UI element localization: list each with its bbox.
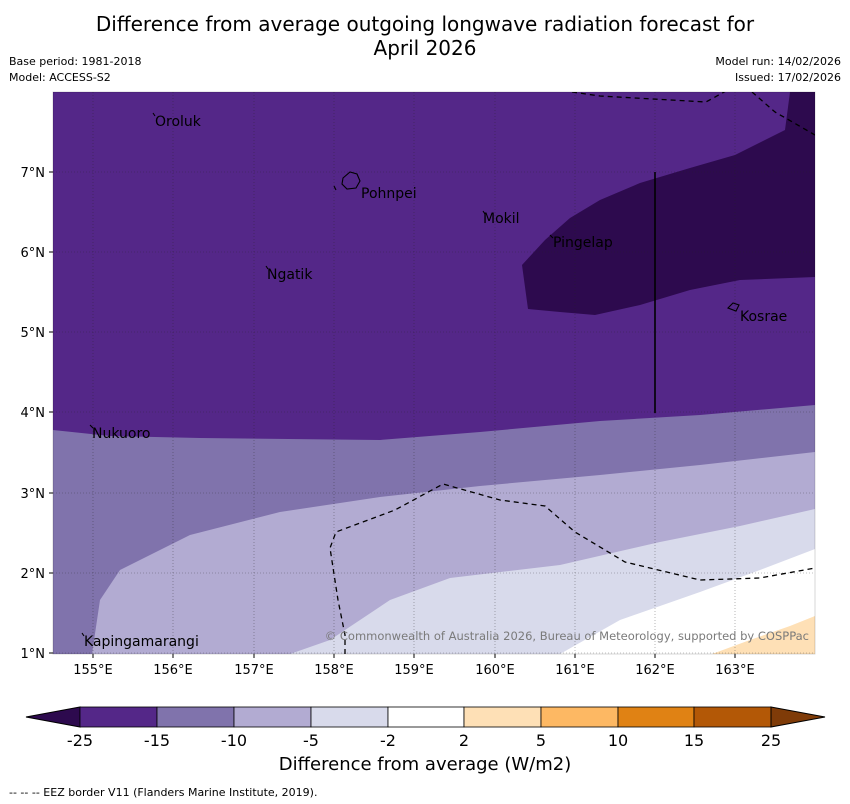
- colorbar-segment: [233, 706, 312, 728]
- colorbar-segment: [463, 706, 542, 728]
- tick-marks: [49, 171, 736, 658]
- eez-borders: [329, 92, 815, 654]
- ngatik-atoll: [265, 265, 269, 270]
- colorbar-label: 15: [684, 731, 704, 750]
- meta-right: Model run: 14/02/2026 Issued: 17/02/2026: [715, 54, 841, 86]
- title-line-2: April 2026: [373, 36, 477, 60]
- x-tick-label: 162°E: [635, 663, 675, 678]
- colorbar-label: -25: [67, 731, 93, 750]
- kapingamarangi-atoll: [81, 632, 85, 637]
- colorbar-segment: [617, 706, 695, 728]
- colorbar-label: -5: [303, 731, 319, 750]
- label-kosrae: Kosrae: [740, 309, 787, 325]
- colorbar-title: Difference from average (W/m2): [278, 754, 572, 775]
- colorbar-segment: [693, 706, 772, 728]
- pohnpei-island: [341, 171, 361, 190]
- x-tick-label: 161°E: [555, 663, 595, 678]
- oroluk-atoll: [152, 112, 156, 117]
- copyright-notice: © Commonwealth of Australia 2026, Bureau…: [325, 629, 809, 643]
- shaded-field: [53, 92, 815, 654]
- colorbar-segment: [79, 706, 158, 728]
- colorbar-label: 25: [761, 731, 781, 750]
- y-tick-label: 7°N: [21, 166, 46, 181]
- colorbar-label: -2: [380, 731, 396, 750]
- colorbar-label: -10: [221, 731, 247, 750]
- colorbar-segment: [540, 706, 619, 728]
- y-tick-label: 6°N: [21, 246, 46, 261]
- colorbar-segment: [156, 706, 235, 728]
- colorbar-label: 10: [608, 731, 628, 750]
- y-tick-label: 4°N: [21, 406, 46, 421]
- label-pohnpei: Pohnpei: [361, 186, 417, 202]
- grid-lines: [53, 92, 815, 654]
- map-title: Difference from average outgoing longwav…: [0, 12, 850, 60]
- x-tick-label: 159°E: [394, 663, 434, 678]
- field-band-plus2-plus5: [712, 616, 815, 654]
- y-tick-label: 5°N: [21, 326, 46, 341]
- field-band-minus2-plus2: [560, 549, 815, 654]
- kosrae-island: [727, 302, 740, 312]
- x-tick-label: 163°E: [715, 663, 755, 678]
- label-pingelap: Pingelap: [553, 235, 613, 251]
- issued-date: Issued: 17/02/2026: [734, 71, 841, 84]
- nukuoro-atoll: [89, 424, 94, 429]
- colorbar-segment: [310, 706, 389, 728]
- pingelap-atoll: [549, 234, 554, 239]
- label-oroluk: Oroluk: [155, 114, 202, 130]
- map-frame: [52, 91, 816, 655]
- x-tick-label: 157°E: [234, 663, 274, 678]
- label-kapingamarangi: Kapingamarangi: [84, 634, 199, 650]
- label-ngatik: Ngatik: [267, 267, 313, 283]
- colorbar-extend-high: [770, 706, 826, 728]
- label-nukuoro: Nukuoro: [92, 426, 150, 442]
- colorbar-segment: [387, 706, 465, 728]
- colorbar-label: -15: [144, 731, 170, 750]
- colorbar-extend-low: [25, 706, 81, 728]
- x-tick-label: 158°E: [314, 663, 354, 678]
- x-tick-label: 156°E: [153, 663, 193, 678]
- x-tick-label: 160°E: [475, 663, 515, 678]
- colorbar: -25 -15 -10 -5 -2 2 5 10 15 25: [25, 706, 826, 750]
- y-tick-label: 2°N: [21, 567, 46, 582]
- model-name: Model: ACCESS-S2: [9, 71, 111, 84]
- islands: [81, 112, 740, 637]
- base-period: Base period: 1981-2018: [9, 55, 142, 68]
- mokil-atoll: [482, 210, 486, 215]
- eez-footnote: -- -- -- EEZ border V11 (Flanders Marine…: [9, 786, 318, 799]
- y-tick-label: 1°N: [21, 647, 46, 662]
- colorbar-label: 2: [459, 731, 469, 750]
- field-band-below-minus25: [522, 92, 815, 315]
- ant-atoll: [333, 185, 337, 191]
- title-line-1: Difference from average outgoing longwav…: [95, 12, 755, 36]
- colorbar-label: 5: [536, 731, 546, 750]
- meta-left: Base period: 1981-2018 Model: ACCESS-S2: [9, 54, 141, 86]
- y-tick-label: 3°N: [21, 487, 46, 502]
- label-mokil: Mokil: [483, 211, 520, 227]
- model-run: Model run: 14/02/2026: [715, 55, 841, 68]
- x-tick-label: 155°E: [73, 663, 113, 678]
